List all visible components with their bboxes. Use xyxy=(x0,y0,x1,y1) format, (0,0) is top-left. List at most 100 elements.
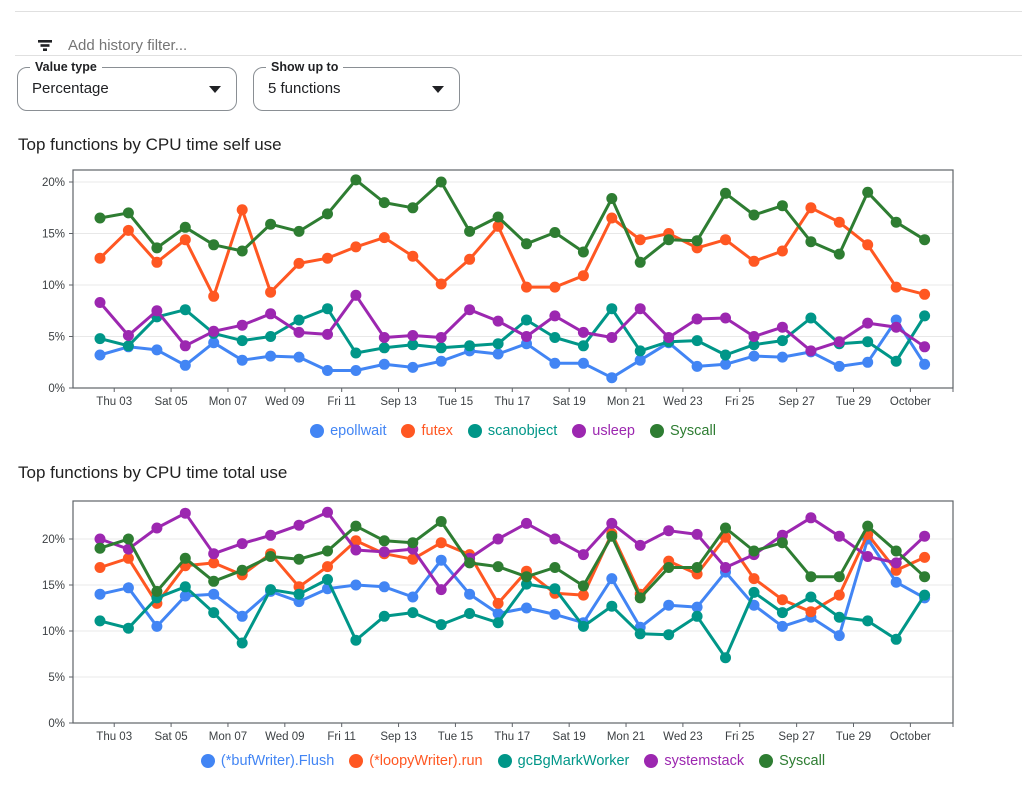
series-points-Syscall[interactable] xyxy=(94,174,931,268)
data-point[interactable] xyxy=(833,336,845,348)
data-point[interactable] xyxy=(606,573,618,585)
data-point[interactable] xyxy=(577,589,589,601)
data-point[interactable] xyxy=(492,211,504,223)
data-point[interactable] xyxy=(720,234,731,246)
data-point[interactable] xyxy=(322,561,333,573)
data-point[interactable] xyxy=(208,290,220,302)
data-point[interactable] xyxy=(350,634,362,646)
data-point[interactable] xyxy=(151,242,163,254)
data-point[interactable] xyxy=(151,344,163,356)
data-point[interactable] xyxy=(862,186,874,198)
data-point[interactable] xyxy=(407,537,419,549)
data-point[interactable] xyxy=(720,522,731,534)
data-point[interactable] xyxy=(151,305,163,317)
data-point[interactable] xyxy=(492,338,504,350)
data-point[interactable] xyxy=(748,586,760,598)
data-point[interactable] xyxy=(663,234,675,246)
data-point[interactable] xyxy=(236,610,248,622)
data-point[interactable] xyxy=(435,537,447,549)
data-point[interactable] xyxy=(833,589,845,601)
data-point[interactable] xyxy=(293,351,305,363)
data-point[interactable] xyxy=(776,351,788,363)
data-point[interactable] xyxy=(606,372,618,384)
data-point[interactable] xyxy=(151,585,163,597)
data-point[interactable] xyxy=(521,571,532,583)
data-point[interactable] xyxy=(890,321,902,333)
data-point[interactable] xyxy=(464,588,476,600)
data-point[interactable] xyxy=(151,620,163,632)
series-points-Syscall[interactable] xyxy=(94,516,931,604)
data-point[interactable] xyxy=(350,535,362,547)
data-point[interactable] xyxy=(634,628,646,640)
data-point[interactable] xyxy=(919,234,931,246)
data-point[interactable] xyxy=(606,600,618,612)
data-point[interactable] xyxy=(663,599,675,611)
data-point[interactable] xyxy=(634,345,646,357)
history-filter-input[interactable]: Add history filter... xyxy=(68,37,188,54)
data-point[interactable] xyxy=(776,620,788,632)
data-point[interactable] xyxy=(293,553,305,565)
data-point[interactable] xyxy=(776,537,788,549)
data-point[interactable] xyxy=(236,335,248,347)
data-point[interactable] xyxy=(208,239,220,251)
data-point[interactable] xyxy=(833,611,845,623)
data-point[interactable] xyxy=(350,241,362,253)
data-point[interactable] xyxy=(890,576,902,588)
data-point[interactable] xyxy=(833,630,845,642)
data-point[interactable] xyxy=(720,349,731,361)
data-point[interactable] xyxy=(663,629,675,641)
data-point[interactable] xyxy=(151,522,163,534)
data-point[interactable] xyxy=(94,615,106,627)
data-point[interactable] xyxy=(862,356,874,368)
data-point[interactable] xyxy=(151,256,163,268)
data-point[interactable] xyxy=(435,619,447,631)
data-point[interactable] xyxy=(549,281,561,293)
data-point[interactable] xyxy=(805,345,817,357)
data-point[interactable] xyxy=(549,332,561,343)
data-point[interactable] xyxy=(663,562,675,573)
data-point[interactable] xyxy=(94,212,106,224)
data-point[interactable] xyxy=(350,520,362,532)
data-point[interactable] xyxy=(407,553,419,565)
data-point[interactable] xyxy=(663,332,675,343)
data-point[interactable] xyxy=(407,250,419,262)
data-point[interactable] xyxy=(378,546,390,558)
data-point[interactable] xyxy=(435,516,447,527)
data-point[interactable] xyxy=(492,220,504,232)
data-point[interactable] xyxy=(407,361,419,373)
data-point[interactable] xyxy=(208,575,220,587)
data-point[interactable] xyxy=(776,321,788,333)
cpu-self-use-chart[interactable]: 0% 5% 10% 15% 20% Thu 03 Sat 05 Mon 07 Wed 09 Fri… xyxy=(0,165,1030,417)
data-point[interactable] xyxy=(919,341,931,353)
data-point[interactable] xyxy=(549,533,561,545)
data-point[interactable] xyxy=(407,330,419,341)
data-point[interactable] xyxy=(549,583,561,595)
data-point[interactable] xyxy=(805,236,817,248)
data-point[interactable] xyxy=(890,216,902,228)
data-point[interactable] xyxy=(378,610,390,622)
data-point[interactable] xyxy=(606,332,618,343)
data-point[interactable] xyxy=(805,202,817,214)
data-point[interactable] xyxy=(833,216,845,228)
data-point[interactable] xyxy=(720,531,731,543)
data-point[interactable] xyxy=(122,582,134,594)
data-point[interactable] xyxy=(322,506,333,518)
data-point[interactable] xyxy=(833,248,845,260)
series-points-usleep[interactable] xyxy=(94,289,931,357)
data-point[interactable] xyxy=(322,328,333,340)
data-point[interactable] xyxy=(577,620,589,632)
data-point[interactable] xyxy=(748,331,760,342)
data-point[interactable] xyxy=(265,529,277,541)
data-point[interactable] xyxy=(265,218,277,230)
data-point[interactable] xyxy=(691,610,703,622)
data-point[interactable] xyxy=(208,325,220,337)
data-point[interactable] xyxy=(606,517,618,529)
data-point[interactable] xyxy=(919,551,931,563)
data-point[interactable] xyxy=(634,303,646,315)
data-point[interactable] xyxy=(122,330,134,341)
data-point[interactable] xyxy=(691,235,703,247)
data-point[interactable] xyxy=(862,317,874,329)
data-point[interactable] xyxy=(577,270,589,282)
data-point[interactable] xyxy=(748,255,760,267)
data-point[interactable] xyxy=(577,549,589,561)
